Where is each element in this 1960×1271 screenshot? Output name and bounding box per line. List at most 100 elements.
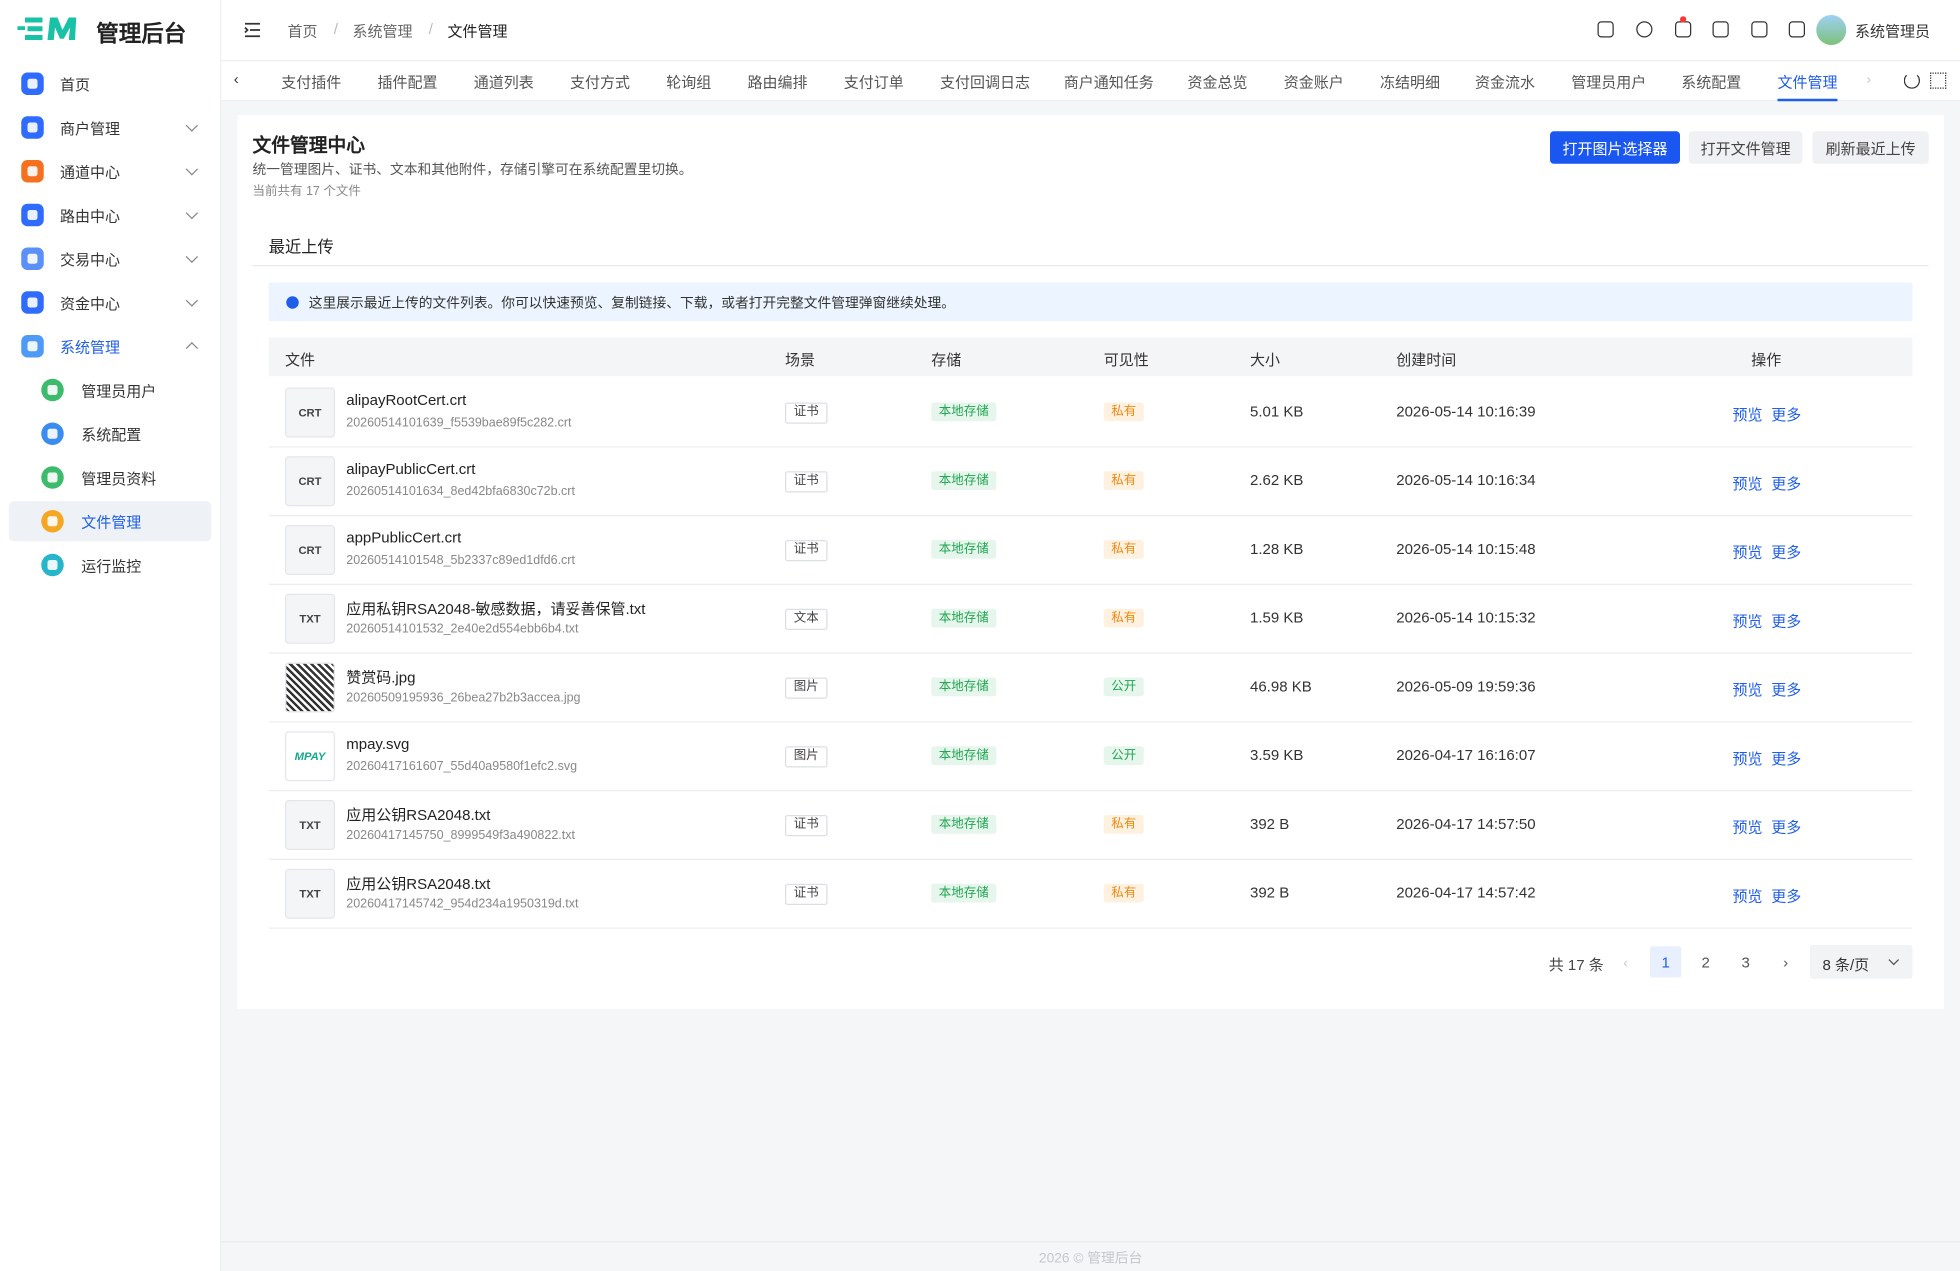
tab[interactable]: 资金流水 bbox=[1475, 73, 1536, 92]
file-path: 20260509195936_26bea27b2b3accea.jpg bbox=[346, 691, 581, 705]
tab[interactable]: 支付订单 bbox=[843, 73, 904, 92]
table-row: MPAY mpay.svg 20260417161607_55d40a9580f1e… bbox=[268, 721, 1913, 792]
tab[interactable]: 通道列表 bbox=[473, 73, 534, 92]
submenu-item[interactable]: 系统配置 bbox=[9, 414, 212, 454]
column-header: 存储 bbox=[931, 351, 962, 369]
user-name[interactable]: 系统管理员 bbox=[1855, 22, 1931, 41]
page-size-select[interactable]: 8 条/页 bbox=[1810, 945, 1913, 979]
file-name[interactable]: alipayRootCert.crt bbox=[346, 391, 467, 409]
menu-icon bbox=[41, 510, 64, 533]
row-action[interactable]: 更多 bbox=[1771, 406, 1802, 424]
header-icon[interactable] bbox=[1712, 21, 1729, 38]
tab[interactable]: 资金总览 bbox=[1187, 73, 1248, 92]
file-name[interactable]: alipayPublicCert.crt bbox=[346, 460, 476, 478]
menu-item[interactable]: 路由中心 bbox=[9, 195, 212, 235]
submenu-item[interactable]: 管理员资料 bbox=[9, 458, 212, 498]
file-name[interactable]: 应用私钥RSA2048-敏感数据，请妥善保管.txt bbox=[346, 600, 646, 618]
tab[interactable]: 路由编排 bbox=[747, 73, 808, 92]
row-action[interactable]: 更多 bbox=[1771, 612, 1802, 631]
tab[interactable]: 资金账户 bbox=[1283, 73, 1344, 92]
header-icon[interactable] bbox=[1636, 21, 1653, 38]
pagination-page[interactable]: 3 bbox=[1741, 953, 1750, 971]
tab[interactable]: 支付回调日志 bbox=[940, 73, 1031, 92]
file-path: 20260417145742_954d234a1950319d.txt bbox=[346, 897, 579, 912]
menu-item[interactable]: 资金中心 bbox=[9, 283, 212, 323]
file-name[interactable]: 应用公钥RSA2048.txt bbox=[346, 875, 491, 893]
row-action[interactable]: 更多 bbox=[1771, 887, 1802, 906]
file-thumb: CRT bbox=[285, 456, 335, 507]
pagination-next[interactable]: › bbox=[1783, 953, 1789, 971]
row-action[interactable]: 更多 bbox=[1771, 818, 1802, 837]
header-icon[interactable] bbox=[1751, 21, 1768, 38]
tab[interactable]: 商户通知任务 bbox=[1063, 73, 1154, 92]
row-action[interactable]: 预览 bbox=[1732, 887, 1763, 906]
menu-item[interactable]: 首页 bbox=[9, 64, 212, 104]
tab[interactable]: 管理员用户 bbox=[1571, 73, 1647, 92]
visibility-tag: 私有 bbox=[1103, 815, 1144, 834]
file-name[interactable]: 应用公钥RSA2048.txt bbox=[346, 806, 491, 824]
menu-label: 运行监控 bbox=[81, 556, 142, 575]
tab[interactable]: 支付方式 bbox=[570, 73, 631, 92]
table-row: TXT 应用公钥RSA2048.txt 20260417145750_8999549… bbox=[268, 790, 1913, 860]
column-header: 场景 bbox=[785, 351, 816, 369]
submenu-item[interactable]: 运行监控 bbox=[9, 545, 212, 585]
submenu-item[interactable]: 文件管理 bbox=[8, 501, 212, 542]
action-button[interactable]: 刷新最近上传 bbox=[1812, 131, 1929, 164]
row-action[interactable]: 更多 bbox=[1771, 681, 1802, 699]
file-name[interactable]: mpay.svg bbox=[346, 735, 410, 753]
menu-arrow bbox=[185, 206, 199, 220]
tab[interactable]: 系统配置 bbox=[1681, 73, 1742, 92]
column-header: 大小 bbox=[1250, 351, 1281, 369]
tab[interactable]: 支付插件 bbox=[281, 73, 342, 92]
row-action[interactable]: 更多 bbox=[1771, 543, 1802, 562]
row-action[interactable]: 预览 bbox=[1732, 818, 1763, 837]
file-name[interactable]: 赞赏码.jpg bbox=[346, 668, 416, 687]
storage-tag: 本地存储 bbox=[931, 402, 997, 422]
menu-item[interactable]: 通道中心 bbox=[9, 151, 212, 191]
tabs-next[interactable]: › bbox=[1866, 70, 1872, 88]
row-action[interactable]: 预览 bbox=[1732, 612, 1763, 631]
refresh-button[interactable] bbox=[1903, 72, 1920, 89]
tab[interactable]: 文件管理 bbox=[1777, 71, 1838, 102]
submenu-item[interactable]: 管理员用户 bbox=[9, 370, 212, 410]
header: 首页 / 系统管理 / 文件管理 系统管理员 bbox=[221, 0, 1960, 60]
storage-tag: 本地存储 bbox=[931, 540, 997, 559]
tab[interactable]: 插件配置 bbox=[377, 73, 438, 92]
file-name[interactable]: appPublicCert.crt bbox=[346, 528, 462, 547]
tab[interactable]: 冻结明细 bbox=[1380, 73, 1441, 92]
notification-dot bbox=[1680, 16, 1687, 23]
breadcrumb-item[interactable]: 首页 bbox=[287, 22, 318, 41]
pagination-page[interactable]: 2 bbox=[1701, 953, 1710, 971]
row-action[interactable]: 更多 bbox=[1771, 750, 1802, 768]
pagination-prev[interactable]: ‹ bbox=[1623, 953, 1629, 971]
created-time: 2026-05-14 10:16:39 bbox=[1396, 402, 1536, 421]
collapse-button[interactable] bbox=[244, 21, 262, 39]
file-size: 1.28 KB bbox=[1250, 540, 1304, 558]
menu-item[interactable]: 商户管理 bbox=[9, 108, 212, 148]
grid-button[interactable] bbox=[1930, 72, 1947, 89]
action-button[interactable]: 打开图片选择器 bbox=[1550, 131, 1680, 164]
menu-item[interactable]: 交易中心 bbox=[9, 239, 212, 279]
header-icon[interactable] bbox=[1597, 21, 1614, 38]
header-icon[interactable] bbox=[1675, 21, 1692, 38]
visibility-tag: 私有 bbox=[1103, 608, 1144, 628]
row-action[interactable]: 预览 bbox=[1732, 681, 1763, 699]
menu-label: 管理员资料 bbox=[81, 469, 157, 487]
header-icon[interactable] bbox=[1788, 21, 1805, 38]
pagination-page[interactable]: 1 bbox=[1650, 946, 1682, 978]
menu-item[interactable]: 系统管理 bbox=[9, 326, 212, 366]
scene-tag: 图片 bbox=[785, 746, 828, 768]
row-action[interactable]: 预览 bbox=[1732, 406, 1763, 424]
row-action[interactable]: 预览 bbox=[1732, 543, 1763, 562]
menu-icon bbox=[21, 203, 44, 227]
row-action[interactable]: 更多 bbox=[1771, 475, 1802, 493]
tabs-prev[interactable]: ‹ bbox=[233, 70, 239, 88]
menu-label: 资金中心 bbox=[60, 294, 121, 312]
menu-label: 系统管理 bbox=[60, 338, 121, 356]
row-action[interactable]: 预览 bbox=[1732, 475, 1763, 493]
table-row: CRT alipayRootCert.crt 20260514101639_f553… bbox=[268, 378, 1913, 448]
tab[interactable]: 轮询组 bbox=[666, 73, 712, 92]
action-button[interactable]: 打开文件管理 bbox=[1688, 131, 1803, 164]
row-action[interactable]: 预览 bbox=[1732, 750, 1763, 768]
breadcrumb-item[interactable]: 系统管理 bbox=[352, 22, 413, 41]
